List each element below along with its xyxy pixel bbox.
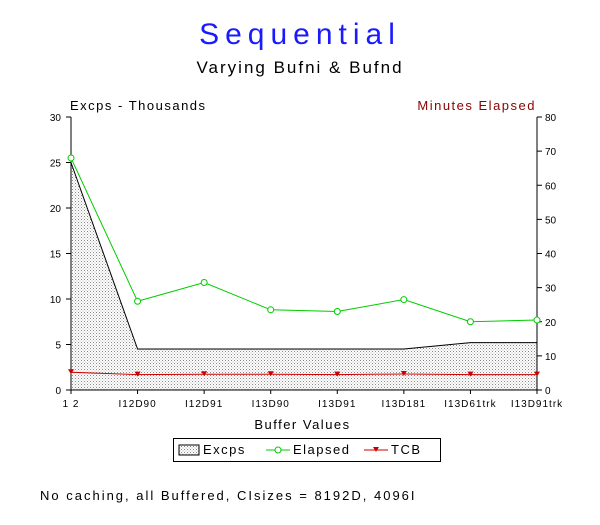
- series-line-tcb: [70, 371, 537, 376]
- tcb-point: [201, 371, 208, 377]
- left-tick-label: 5: [55, 341, 61, 352]
- elapsed-point: [333, 308, 341, 316]
- legend-label-elapsed: Elapsed: [293, 442, 351, 457]
- series-area-excps: [71, 162, 537, 390]
- left-tick-label: 0: [55, 386, 61, 397]
- right-tick-label: 50: [545, 215, 557, 226]
- x-tick-label: I13D91trk: [511, 399, 563, 410]
- legend: Excps Elapsed TCB: [173, 438, 441, 462]
- x-tick-label: 1 2: [63, 399, 80, 410]
- elapsed-point: [267, 306, 275, 314]
- elapsed-point: [533, 316, 541, 324]
- right-tick-label: 20: [545, 318, 557, 329]
- right-axis-title: Minutes Elapsed: [417, 98, 536, 113]
- elapsed-point: [67, 154, 75, 162]
- chart-subtitle: Varying Bufni & Bufnd: [196, 58, 404, 77]
- tcb-point: [134, 371, 141, 377]
- x-tick-label: I13D90: [252, 399, 290, 410]
- left-tick-label: 20: [50, 204, 62, 215]
- x-tick-label: I13D181: [381, 399, 426, 410]
- legend-swatch-excps: [178, 444, 200, 455]
- x-tick-label: I12D91: [185, 399, 223, 410]
- elapsed-point: [400, 296, 408, 304]
- tcb-point: [534, 371, 540, 377]
- right-tick-label: 40: [545, 250, 557, 261]
- legend-item-tcb: TCB: [364, 442, 422, 457]
- tcb-point: [400, 370, 407, 376]
- x-tick-label: I12D90: [118, 399, 156, 410]
- chart-title: Sequential: [199, 18, 401, 51]
- left-tick-label: 15: [50, 250, 62, 261]
- tcb-point: [267, 371, 274, 377]
- elapsed-point: [200, 279, 208, 287]
- tcb-point: [334, 371, 341, 377]
- legend-label-tcb: TCB: [391, 442, 422, 457]
- right-tick-label: 10: [545, 352, 557, 363]
- legend-swatch-tcb: [364, 446, 388, 452]
- right-tick-label: 70: [545, 147, 557, 158]
- left-tick-label: 25: [50, 159, 62, 170]
- left-tick-label: 30: [50, 113, 62, 124]
- right-tick-label: 80: [545, 113, 557, 124]
- tcb-point: [467, 371, 474, 377]
- legend-label-excps: Excps: [203, 442, 246, 457]
- legend-item-excps: Excps: [178, 442, 246, 457]
- right-tick-label: 60: [545, 181, 557, 192]
- right-tick-label: 0: [545, 386, 551, 397]
- footnote: No caching, all Buffered, CIsizes = 8192…: [40, 488, 417, 503]
- tcb-point: [68, 369, 74, 375]
- series-line-elapsed: [70, 157, 538, 323]
- x-tick-label: I13D61trk: [444, 399, 496, 410]
- x-axis-title: Buffer Values: [254, 417, 351, 432]
- elapsed-point: [466, 318, 474, 326]
- elapsed-point: [134, 297, 142, 305]
- left-axis-title: Excps - Thousands: [70, 98, 207, 113]
- x-tick-label: I13D91: [318, 399, 356, 410]
- series-line-excps: [70, 162, 537, 350]
- legend-swatch-elapsed: [266, 446, 290, 453]
- right-tick-label: 30: [545, 284, 557, 295]
- legend-item-elapsed: Elapsed: [266, 442, 350, 457]
- left-tick-label: 10: [50, 295, 62, 306]
